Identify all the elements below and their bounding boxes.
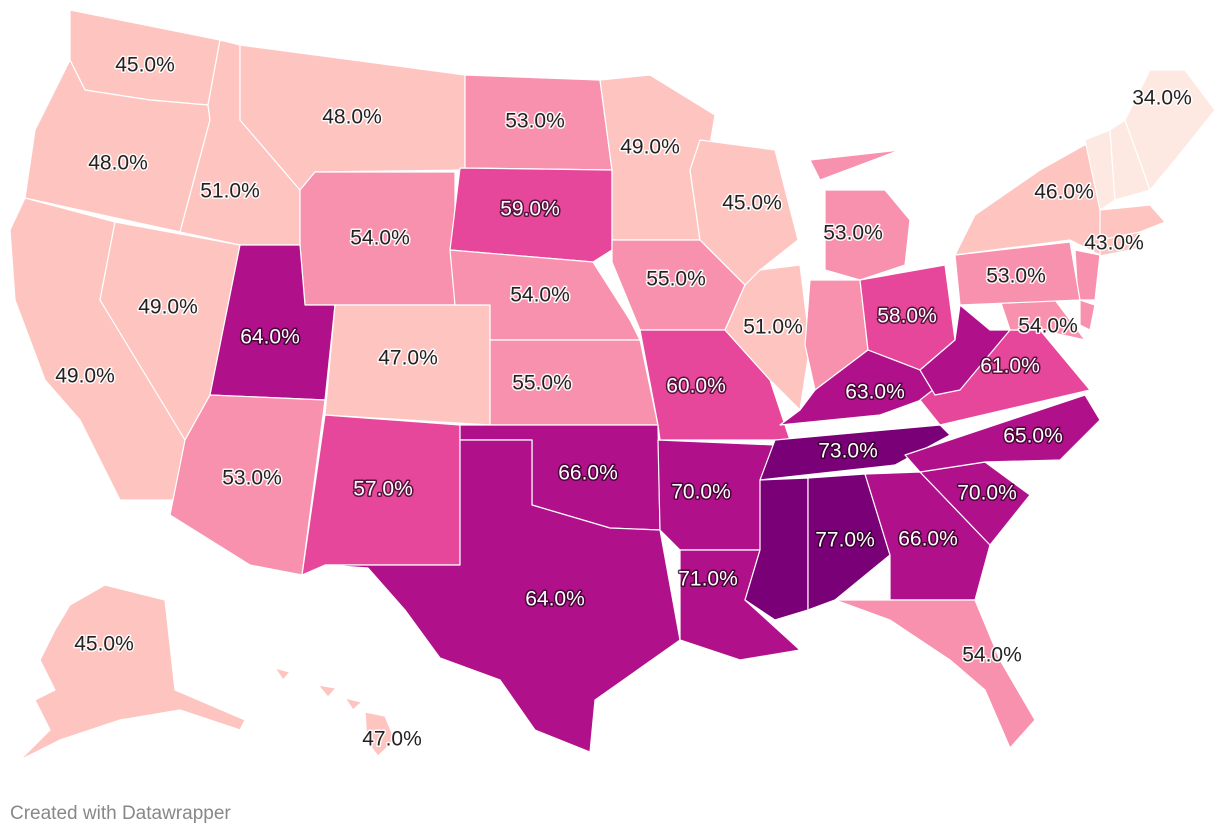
- state-ak: [19, 584, 246, 761]
- state-label-wi: 45.0%: [722, 192, 782, 215]
- state-label-ak: 45.0%: [74, 633, 134, 656]
- state-label-il: 51.0%: [743, 316, 803, 339]
- us-choropleth-map: 45.0% 48.0% 49.0% 49.0% 51.0% 48.0% 54.0% 64.0%…: [9, 9, 1216, 761]
- state-label-co: 47.0%: [378, 347, 438, 370]
- state-label-fl: 54.0%: [962, 644, 1022, 667]
- state-de: [1079, 299, 1096, 331]
- state-label-oh: 58.0%: [877, 305, 937, 328]
- state-label-id: 51.0%: [200, 180, 260, 203]
- state-label-ne: 54.0%: [510, 284, 570, 307]
- state-mi: [809, 149, 911, 281]
- state-label-tx: 64.0%: [525, 588, 585, 611]
- datawrapper-credit: Created with Datawrapper: [10, 803, 231, 824]
- state-label-ga: 66.0%: [898, 528, 958, 551]
- state-hi: [274, 667, 396, 757]
- state-label-mn: 49.0%: [620, 136, 680, 159]
- state-label-ny: 46.0%: [1034, 181, 1094, 204]
- state-label-nd: 53.0%: [505, 110, 565, 133]
- state-sd: [449, 167, 613, 263]
- state-label-az: 53.0%: [222, 467, 282, 490]
- state-al: [807, 473, 891, 611]
- state-label-nm: 57.0%: [353, 478, 413, 501]
- state-label-ar: 70.0%: [671, 481, 731, 504]
- state-pa: [954, 241, 1081, 306]
- state-label-wa: 45.0%: [115, 54, 175, 77]
- state-label-ut: 64.0%: [240, 326, 300, 349]
- state-label-al: 77.0%: [815, 529, 875, 552]
- state-label-wy: 54.0%: [350, 227, 410, 250]
- state-label-me: 34.0%: [1132, 87, 1192, 110]
- state-label-pa: 53.0%: [986, 265, 1046, 288]
- state-label-or: 48.0%: [88, 152, 148, 175]
- state-label-ks: 55.0%: [512, 372, 572, 395]
- state-label-ca: 49.0%: [55, 365, 115, 388]
- state-label-hi: 47.0%: [362, 728, 422, 751]
- state-label-ky: 63.0%: [845, 381, 905, 404]
- state-label-md: 54.0%: [1018, 315, 1078, 338]
- state-il: [724, 264, 811, 411]
- state-me: [1124, 69, 1216, 191]
- state-fl: [834, 599, 1036, 749]
- state-label-nc: 65.0%: [1003, 425, 1063, 448]
- state-tx: [324, 439, 681, 753]
- state-label-tn: 73.0%: [818, 440, 878, 463]
- state-label-ct: 43.0%: [1084, 232, 1144, 255]
- state-ma: [1099, 204, 1166, 241]
- state-wv: [919, 304, 1011, 396]
- state-label-nv: 49.0%: [138, 296, 198, 319]
- state-label-sd: 59.0%: [500, 198, 560, 221]
- state-label-mo: 60.0%: [666, 375, 726, 398]
- state-label-la: 71.0%: [678, 568, 738, 591]
- state-label-ok: 66.0%: [558, 462, 618, 485]
- state-label-mt: 48.0%: [322, 106, 382, 129]
- state-label-sc: 70.0%: [957, 482, 1017, 505]
- state-az: [169, 394, 326, 576]
- state-label-ia: 55.0%: [646, 268, 706, 291]
- state-label-va: 61.0%: [980, 355, 1040, 378]
- state-label-mi: 53.0%: [823, 222, 883, 245]
- state-nc: [904, 394, 1101, 473]
